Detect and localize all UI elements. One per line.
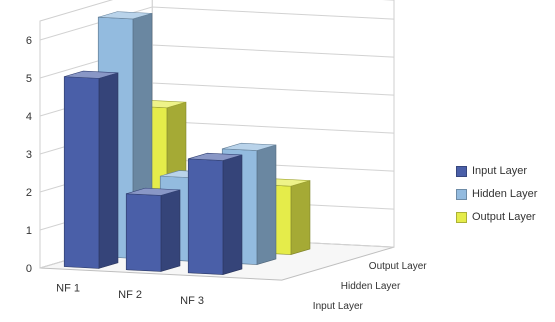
bar-top	[98, 11, 153, 20]
bar-top	[126, 187, 181, 196]
legend-label-output-layer: Output Layer	[472, 211, 536, 223]
x-category-label: NF 3	[180, 295, 204, 307]
bar-top	[222, 142, 277, 151]
legend-item-hidden-layer: Hidden Layer	[456, 185, 537, 203]
legend-swatch-hidden-layer	[456, 188, 467, 200]
depth-axis-label: Output Layer	[369, 261, 427, 272]
y-tick-label: 4	[26, 111, 32, 123]
bar	[63, 70, 119, 269]
legend-item-output-layer: Output Layer	[456, 208, 537, 226]
y-tick-label: 3	[26, 149, 32, 161]
legend-swatch-output-layer	[456, 211, 467, 223]
y-tick-label: 0	[26, 263, 32, 275]
x-category-label: NF 2	[118, 289, 142, 301]
bar-front	[63, 76, 100, 269]
bar-side	[98, 72, 119, 269]
y-tick-label: 1	[26, 225, 32, 237]
bar-side	[256, 144, 277, 265]
bar	[125, 187, 181, 272]
x-category-label: NF 1	[56, 283, 80, 295]
depth-axis-label: Hidden Layer	[341, 281, 401, 292]
bar-top	[188, 152, 243, 161]
legend-item-input-layer: Input Layer	[456, 162, 537, 180]
bar-side	[222, 154, 243, 275]
depth-axis-label: Input Layer	[313, 301, 364, 312]
bar-front	[125, 193, 162, 272]
bar-top	[64, 70, 119, 79]
y-tick-label: 5	[26, 73, 32, 85]
bar-side	[290, 180, 311, 255]
y-tick-label: 2	[26, 187, 32, 199]
bar-side	[160, 189, 181, 272]
y-tick-label: 6	[26, 35, 32, 47]
gridline	[39, 6, 395, 41]
bar-front	[187, 158, 224, 275]
legend-swatch-input-layer	[456, 165, 467, 177]
bar	[187, 152, 243, 275]
legend: Input Layer Hidden Layer Output Layer	[456, 162, 537, 231]
legend-label-input-layer: Input Layer	[472, 165, 528, 177]
legend-label-hidden-layer: Hidden Layer	[472, 188, 538, 200]
